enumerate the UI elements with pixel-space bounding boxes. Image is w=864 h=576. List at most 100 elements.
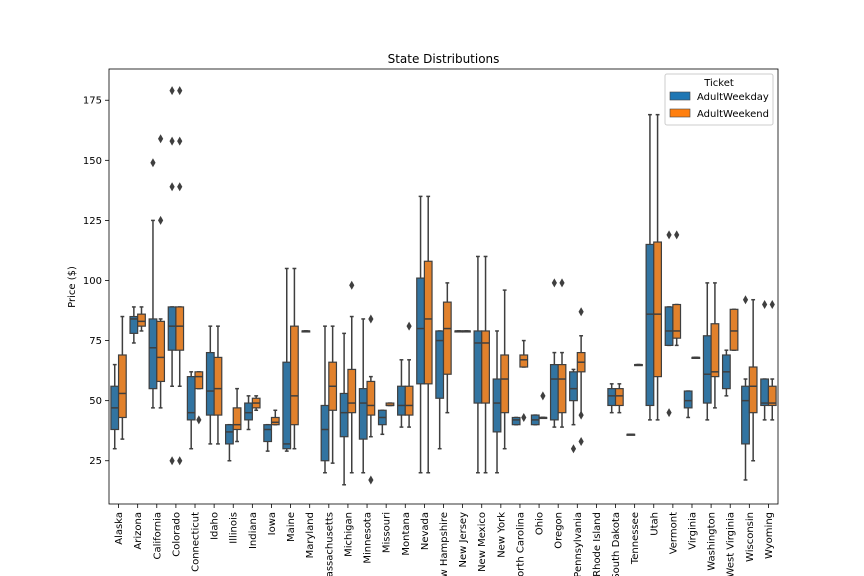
outlier-vermont-weekend-0: [674, 230, 680, 240]
x-tick-label-south-dakota: South Dakota: [611, 512, 622, 576]
outlier-wyoming-weekend-0: [769, 300, 775, 310]
box-illinois-weekday: [224, 424, 234, 445]
box-new-hampshire-weekend: [442, 301, 452, 375]
x-tick-label-oregon: Oregon: [554, 512, 565, 549]
outlier-ohio-weekend-0: [540, 391, 546, 401]
box-virginia-weekday: [683, 390, 693, 409]
box-massachusetts-weekday: [320, 404, 330, 462]
outlier-pennsylvania-weekend-2: [578, 437, 584, 447]
box-illinois-weekend: [232, 407, 242, 431]
box-wisconsin-weekend: [748, 366, 758, 414]
x-tick-label-minnesota: Minnesota: [363, 512, 374, 564]
outlier-vermont-weekday-1: [666, 408, 672, 418]
box-montana-weekday: [397, 385, 406, 416]
x-tick-label-new-hampshire: New Hampshire: [439, 512, 450, 576]
box-idaho-weekday: [205, 351, 215, 416]
outlier-minnesota-weekend-1: [368, 475, 374, 485]
outlier-california-weekend-1: [158, 215, 164, 225]
box-pennsylvania-weekday: [569, 371, 578, 402]
outlier-colorado-weekday-0: [169, 86, 175, 96]
box-maine-weekday: [282, 361, 292, 450]
x-tick-label-michigan: Michigan: [343, 512, 354, 557]
outlier-colorado-weekend-1: [177, 136, 183, 146]
outlier-colorado-weekday-3: [169, 456, 175, 466]
box-oregon-weekday: [549, 364, 559, 421]
box-wyoming-weekend: [767, 385, 777, 407]
box-wisconsin-weekday: [741, 385, 750, 445]
y-tick-label-75: 75: [89, 336, 102, 347]
plot-area: Alaska Arizona California Colorado Connectic…: [83, 68, 779, 576]
box-montana-weekend: [404, 385, 414, 416]
box-washington-weekend: [710, 323, 720, 378]
box-idaho-weekend: [213, 356, 223, 416]
box-minnesota-weekend: [366, 380, 376, 416]
x-tick-label-alaska: Alaska: [114, 512, 125, 545]
y-tick-label-50: 50: [89, 396, 102, 407]
y-tick-label-25: 25: [89, 456, 102, 467]
x-tick-label-north-carolina: North Carolina: [515, 512, 526, 576]
y-tick-label-175: 175: [83, 96, 102, 107]
legend-swatch-adultweekday: [669, 91, 691, 101]
x-tick-label-virginia: Virginia: [687, 512, 698, 550]
box-new-mexico-weekday: [473, 330, 483, 404]
box-connecticut-weekday: [186, 376, 196, 421]
box-california-weekend: [156, 320, 166, 383]
legend: Ticket AdultWeekday AdultWeekend: [664, 73, 774, 126]
x-tick-label-new-jersey: New Jersey: [458, 512, 469, 568]
x-tick-label-rhode-island: Rhode Island: [592, 512, 603, 576]
x-tick-label-wisconsin: Wisconsin: [745, 512, 756, 562]
legend-label-adultweekday: AdultWeekday: [697, 92, 769, 103]
outlier-minnesota-weekend-0: [368, 314, 374, 324]
chart-title: State Distributions: [388, 52, 500, 66]
outlier-michigan-weekend-0: [349, 280, 355, 290]
box-vermont-weekend: [672, 303, 682, 339]
x-tick-label-montana: Montana: [401, 512, 412, 556]
box-washington-weekday: [702, 335, 712, 404]
box-south-dakota-weekday: [607, 388, 617, 407]
outlier-connecticut-weekend-0: [196, 415, 202, 425]
outlier-pennsylvania-weekday-0: [570, 444, 577, 454]
box-south-dakota-weekend: [614, 388, 624, 407]
x-tick-label-connecticut: Connecticut: [191, 512, 202, 572]
box-alaska-weekend: [117, 354, 127, 419]
x-tick-label-new-mexico: New Mexico: [477, 512, 488, 572]
outlier-pennsylvania-weekend-1: [578, 410, 584, 420]
plot-frame: [108, 68, 779, 505]
box-michigan-weekday: [339, 392, 349, 438]
outlier-colorado-weekend-0: [177, 86, 183, 96]
outlier-colorado-weekday-2: [169, 182, 175, 192]
x-tick-label-west-virginia: West Virginia: [726, 512, 737, 576]
x-tick-label-maryland: Maryland: [305, 512, 316, 558]
legend-label-adultweekend: AdultWeekend: [697, 109, 769, 120]
box-colorado-weekday: [167, 306, 177, 351]
outlier-north-carolina-weekend-0: [521, 412, 527, 422]
outlier-colorado-weekday-1: [169, 136, 175, 146]
box-new-york-weekday: [492, 378, 502, 433]
box-michigan-weekend: [347, 368, 357, 414]
x-tick-label-nevada: Nevada: [420, 512, 431, 550]
box-iowa-weekday: [263, 424, 273, 443]
box-new-york-weekend: [500, 354, 510, 414]
box-utah-weekday: [645, 243, 655, 407]
box-arizona-weekend: [137, 313, 146, 327]
x-tick-label-idaho: Idaho: [210, 512, 221, 540]
outlier-pennsylvania-weekend-0: [578, 307, 584, 317]
outlier-california-weekend-0: [158, 134, 164, 144]
box-new-mexico-weekend: [481, 330, 490, 404]
box-indiana-weekday: [244, 402, 253, 421]
x-tick-label-missouri: Missouri: [382, 512, 393, 553]
outlier-oregon-weekend-0: [559, 278, 565, 288]
outlier-oregon-weekday-0: [551, 278, 557, 288]
x-tick-label-arizona: Arizona: [133, 512, 144, 550]
outlier-wisconsin-weekday-0: [742, 295, 749, 305]
y-tick-label-100: 100: [83, 276, 102, 287]
outlier-colorado-weekend-2: [177, 182, 183, 192]
outlier-colorado-weekend-3: [177, 456, 183, 466]
box-north-carolina-weekday: [511, 416, 521, 426]
x-tick-label-vermont: Vermont: [668, 512, 679, 554]
box-minnesota-weekday: [358, 388, 368, 440]
x-tick-label-new-york: New York: [496, 512, 507, 558]
y-tick-label-125: 125: [83, 216, 102, 227]
x-tick-label-illinois: Illinois: [229, 512, 240, 544]
